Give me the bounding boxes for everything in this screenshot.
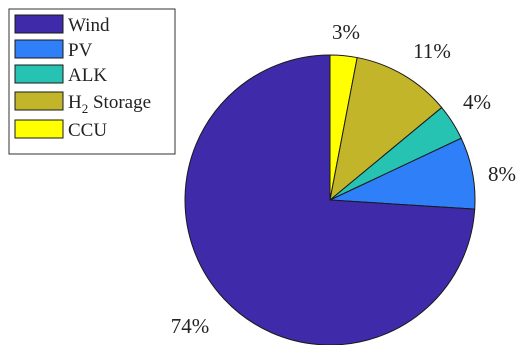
legend-swatch-pv [14,39,64,59]
pie-slice-h2-storage [329,56,443,202]
legend-label-pv: PV [68,40,93,61]
legend-swatch-ccu [14,119,64,139]
slice-label-alk: 4% [463,90,491,114]
pie-slice-wind [184,54,476,345]
slice-label-pv: 8% [488,162,516,186]
pie-value-labels: 3% 11% 4% 8% 74% [171,20,516,338]
legend-swatch-alk [14,64,64,84]
legend-swatch-h2-storage [14,91,64,111]
slice-label-wind: 74% [171,314,210,338]
legend-label-ccu: CCU [68,120,107,141]
pie-slices [184,54,476,345]
slice-label-h2-storage: 11% [413,39,451,63]
legend-label-wind: Wind [68,15,110,36]
legend-label-alk: ALK [68,65,107,86]
slice-label-ccu: 3% [332,20,360,44]
legend-label-h2-storage: H2 Storage [68,92,151,116]
legend-swatch-wind [14,14,64,34]
legend: Wind PV ALK H2 Storage CCU [8,8,176,155]
